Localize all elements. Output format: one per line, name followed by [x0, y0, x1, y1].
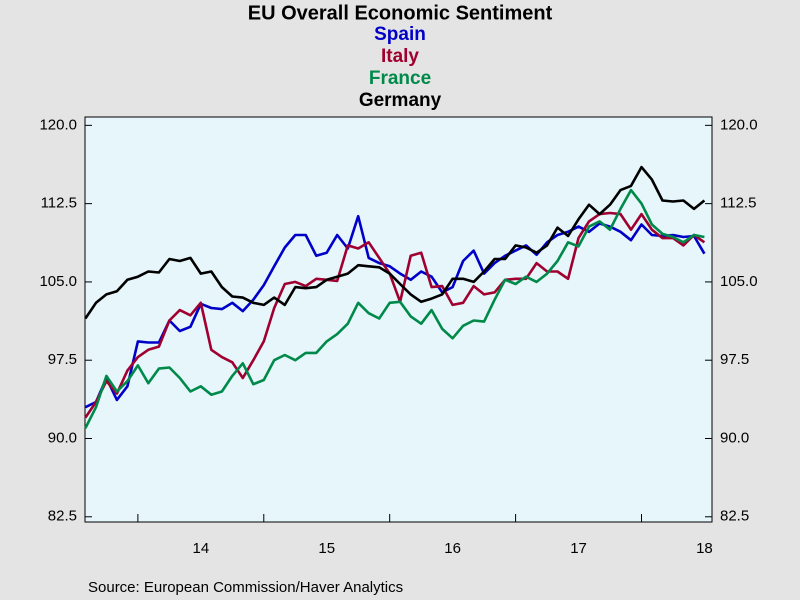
y2-tick-label: 90.0 — [720, 429, 749, 446]
y2-tick-label: 97.5 — [720, 351, 749, 368]
y2-tick-label: 120.0 — [720, 116, 758, 133]
x-tick-label: 18 — [696, 540, 713, 557]
plot-area — [84, 116, 713, 523]
x-tick-label: 17 — [570, 540, 587, 557]
y-tick-label: 90.0 — [48, 429, 77, 446]
legend-label: Italy — [381, 46, 419, 67]
y2-tick-label: 82.5 — [720, 508, 749, 525]
y-tick-label: 105.0 — [39, 273, 77, 290]
source: Source: European Commission/Haver Analyt… — [88, 579, 403, 596]
y-tick-label: 120.0 — [39, 116, 77, 133]
x-tick-label: 16 — [444, 540, 461, 557]
legend-label: France — [369, 68, 431, 89]
y2-tick-label: 105.0 — [720, 273, 758, 290]
y-tick-label: 97.5 — [48, 351, 77, 368]
legend-label: Spain — [374, 24, 426, 45]
y-tick-label: 82.5 — [48, 508, 77, 525]
x-tick-label: 14 — [192, 540, 209, 557]
chart-title: EU Overall Economic Sentiment — [248, 2, 553, 24]
x-tick-label: 15 — [318, 540, 335, 557]
y2-tick-label: 112.5 — [720, 195, 756, 212]
legend-label: Germany — [359, 90, 442, 111]
series-line — [84, 165, 706, 320]
y-tick-label: 112.5 — [41, 195, 77, 212]
series-line — [84, 188, 705, 429]
